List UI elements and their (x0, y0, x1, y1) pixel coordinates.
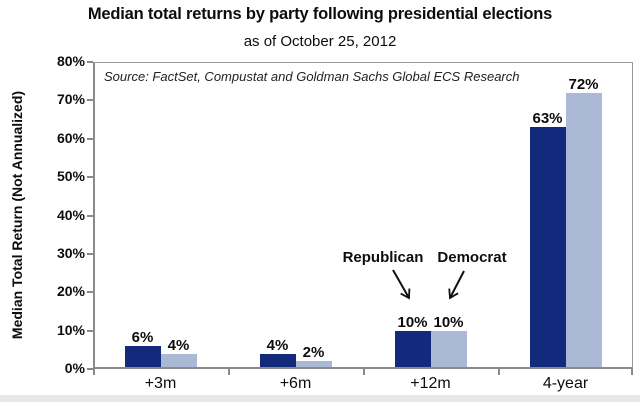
x-category-label: +6m (279, 375, 312, 392)
y-tick-label: 30% (56, 244, 85, 261)
bottom-edge-strip (0, 395, 640, 402)
y-tick-mark (87, 137, 93, 140)
bar-value-label: 10% (433, 313, 464, 331)
source-note: Source: FactSet, Compustat and Goldman S… (104, 69, 520, 84)
bar-value-label: 2% (302, 344, 325, 362)
x-category-label: +3m (144, 375, 177, 392)
bar-republican-+6m (259, 353, 296, 367)
bar-republican-+12m (394, 330, 431, 367)
y-tick-mark (87, 368, 93, 370)
y-tick-mark (87, 61, 93, 63)
y-tick-mark (87, 291, 93, 294)
y-axis-title: Median Total Return (Not Annualized) (9, 90, 25, 340)
x-tick-mark (498, 369, 500, 375)
bar-democrat-+3m (160, 353, 197, 367)
chart-subtitle: as of October 25, 2012 (243, 33, 397, 50)
bar-value-label: 4% (266, 336, 289, 354)
y-tick-label: 40% (56, 206, 85, 223)
chart-title: Median total returns by party following … (87, 5, 553, 23)
x-category-label: 4-year (542, 375, 589, 392)
bar-democrat-+12m (430, 330, 467, 367)
x-tick-mark (631, 369, 633, 375)
annotation-democrat-label: Democrat (437, 249, 507, 266)
bar-value-label: 10% (397, 313, 428, 331)
x-category-label: +12m (410, 375, 451, 392)
x-tick-mark (228, 369, 230, 375)
y-tick-mark (87, 329, 93, 332)
y-tick-label: 80% (56, 53, 85, 69)
y-tick-mark (87, 214, 93, 217)
y-tick-mark (87, 176, 93, 179)
x-tick-mark (363, 369, 365, 375)
bar-republican-4-year (529, 127, 566, 367)
annotation-republican-label: Republican (342, 249, 424, 266)
bar-value-label: 72% (568, 75, 599, 93)
bar-democrat-+6m (295, 361, 332, 367)
bar-value-label: 63% (532, 110, 563, 128)
x-tick-mark (93, 369, 95, 375)
bar-republican-+3m (124, 345, 161, 367)
bar-value-label: 6% (131, 328, 154, 346)
y-tick-label: 10% (56, 321, 85, 338)
bar-value-label: 4% (167, 336, 190, 354)
y-tick-label: 0% (64, 360, 85, 376)
y-tick-label: 60% (56, 129, 85, 146)
y-tick-label: 20% (56, 283, 85, 300)
y-tick-label: 50% (56, 168, 85, 185)
y-tick-label: 70% (56, 91, 85, 108)
y-tick-mark (87, 252, 93, 255)
bar-democrat-4-year (565, 92, 602, 367)
y-tick-mark (87, 99, 93, 102)
